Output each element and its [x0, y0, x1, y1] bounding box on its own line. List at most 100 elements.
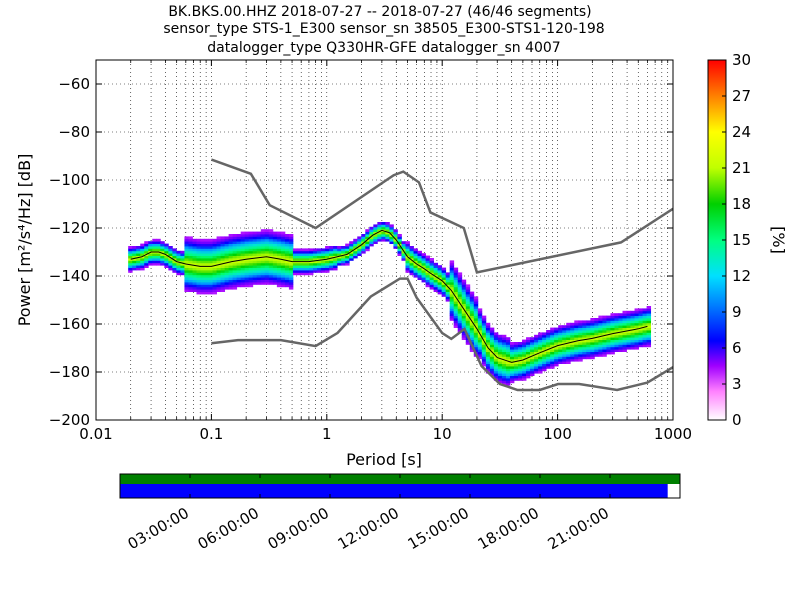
density-cell [132, 255, 137, 259]
density-cell [578, 337, 583, 340]
density-cell [236, 255, 242, 259]
density-cell [260, 272, 266, 276]
density-cell [538, 358, 543, 362]
density-cell [288, 258, 294, 261]
density-cell [534, 346, 539, 350]
density-cell [341, 255, 346, 259]
density-cell [449, 318, 455, 321]
density-cell [425, 265, 430, 268]
density-cell [473, 318, 479, 321]
density-cell [566, 339, 571, 343]
density-cell [224, 246, 230, 249]
density-cell [477, 337, 483, 340]
density-cell [566, 361, 571, 364]
density-cell [200, 282, 205, 285]
density-cell [554, 327, 559, 331]
density-cell [622, 315, 627, 319]
density-cell [220, 260, 226, 264]
density-cell [538, 354, 543, 357]
density-cell [518, 368, 523, 372]
density-cell [590, 356, 595, 360]
density-cell [505, 356, 511, 360]
density-cell [489, 354, 495, 357]
density-cell [646, 325, 652, 328]
density-cell [212, 258, 217, 261]
density-cell [542, 337, 547, 340]
density-cell [526, 375, 531, 379]
density-cell [485, 354, 491, 357]
density-cell [473, 308, 479, 312]
density-cell [481, 346, 487, 350]
density-cell [176, 255, 181, 259]
density-cell [570, 346, 575, 350]
density-cell [578, 327, 583, 331]
density-cell [232, 243, 238, 247]
density-cell [634, 334, 639, 338]
density-cell [522, 351, 527, 355]
density-cell [172, 267, 177, 271]
density-cell [188, 265, 193, 268]
density-cell [196, 250, 201, 254]
density-cell [630, 342, 635, 345]
density-cell [248, 284, 254, 288]
density-cell [578, 339, 583, 343]
density-cell [397, 241, 402, 244]
density-cell [546, 358, 551, 362]
density-cell [377, 236, 382, 240]
density-cell [465, 327, 471, 331]
density-cell [614, 330, 619, 333]
density-cell [642, 332, 648, 336]
density-cell [184, 236, 189, 240]
density-cell [256, 267, 262, 271]
density-cell [594, 349, 599, 352]
density-cell [160, 253, 165, 256]
density-cell [184, 270, 189, 273]
density-cell [433, 284, 439, 288]
density-cell [497, 363, 503, 367]
density-cell [493, 354, 499, 357]
density-cell [465, 301, 471, 304]
density-cell [477, 327, 483, 331]
density-cell [325, 262, 330, 266]
density-cell [546, 361, 551, 364]
density-cell [614, 344, 619, 348]
density-cell [473, 303, 479, 307]
density-cell [566, 351, 571, 355]
density-cell [461, 322, 467, 326]
density-cell [477, 339, 483, 343]
density-cell [457, 310, 463, 314]
density-cell [284, 274, 290, 278]
density-cell [586, 325, 591, 328]
density-cell [232, 253, 238, 256]
density-cell [469, 339, 475, 343]
density-cell [385, 226, 390, 230]
density-cell [248, 274, 254, 278]
density-cell [168, 267, 173, 271]
density-cell [317, 250, 322, 254]
density-cell [224, 265, 230, 268]
density-cell [437, 274, 443, 278]
density-cell [582, 339, 587, 343]
density-cell [437, 286, 443, 290]
mode-curve-line [130, 229, 648, 363]
density-cell [228, 272, 234, 276]
density-cell [132, 265, 137, 268]
density-cell [252, 253, 258, 256]
density-cell [429, 277, 435, 280]
density-cell [192, 250, 197, 254]
density-cell [542, 356, 547, 360]
density-cell [232, 262, 238, 266]
density-cell [610, 318, 615, 321]
density-cell [192, 270, 197, 273]
density-cell [232, 282, 238, 285]
density-cell [272, 255, 278, 259]
density-cell [156, 253, 161, 256]
density-cell [522, 370, 527, 374]
density-cell [469, 296, 475, 300]
density-cell [590, 318, 595, 321]
density-cell [288, 234, 294, 237]
density-cell [373, 234, 378, 237]
density-cell [469, 330, 475, 333]
density-cell [232, 284, 238, 288]
density-cell [373, 224, 378, 228]
